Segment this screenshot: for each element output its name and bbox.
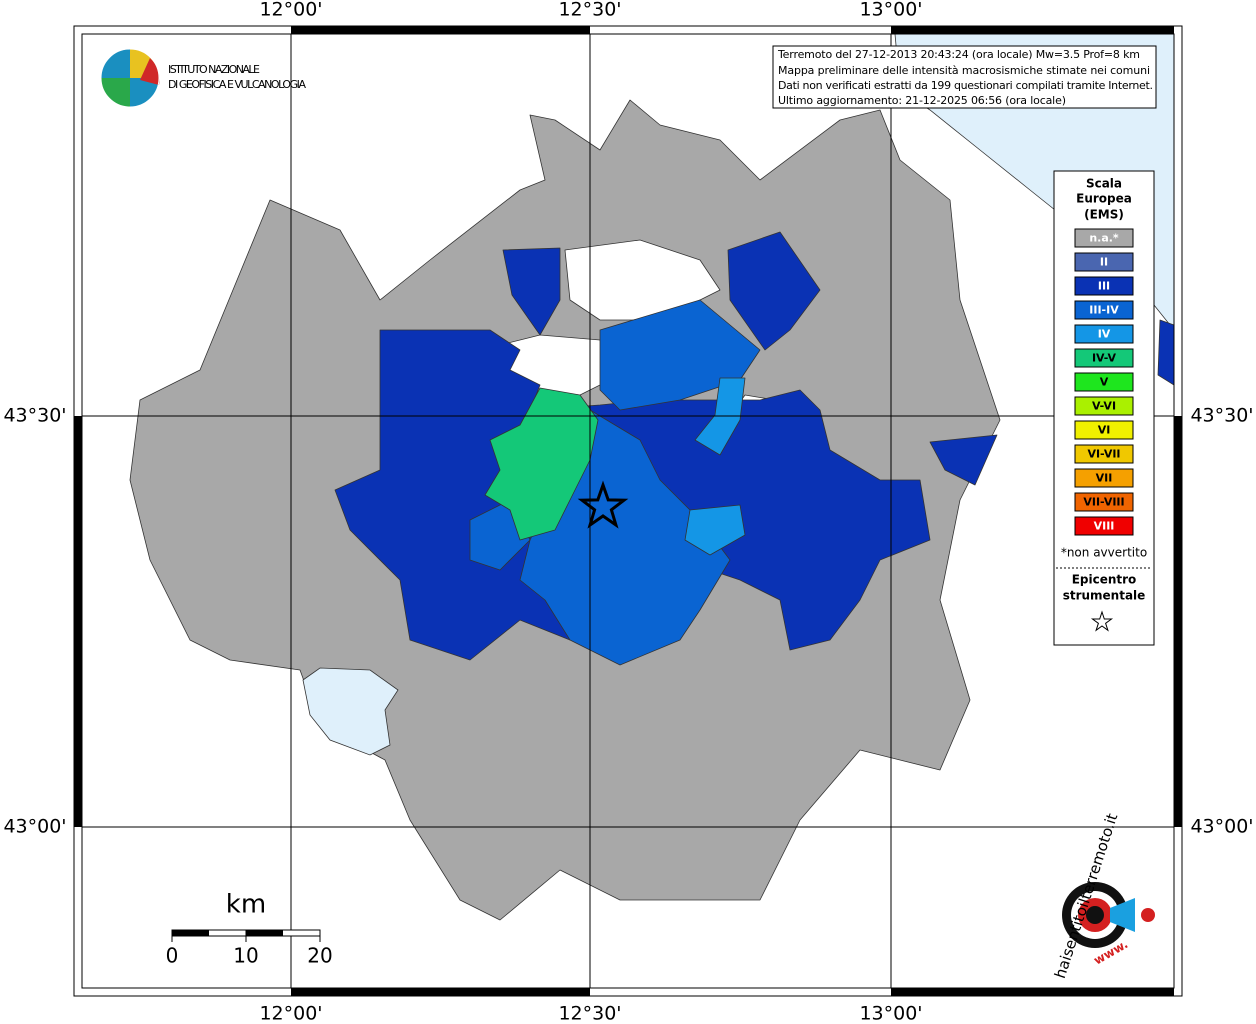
region: [929, 434, 998, 486]
lake: [302, 667, 399, 756]
legend: Scala Europea (EMS) *non avvertito Epice…: [1053, 170, 1155, 646]
ingv-logo: ISTITUTO NAZIONALE DI GEOFISICA E VULCAN…: [100, 48, 306, 108]
info-line: Dati non verificati estratti da 199 ques…: [778, 79, 1153, 92]
lon-label: 13°00': [859, 0, 922, 21]
epicenter-title: strumentale: [1063, 589, 1146, 603]
lat-label: 43°00': [1190, 816, 1253, 838]
legend-swatch: [1074, 516, 1134, 536]
legend-label: IV-V: [1092, 352, 1117, 365]
logo-text: DI GEOFISICA E VULCANOLOGIA: [168, 78, 306, 91]
lon-label: 12°00': [259, 1003, 322, 1024]
region: [727, 231, 821, 351]
legend-label: II: [1100, 256, 1108, 269]
legend-swatch: [1074, 420, 1134, 440]
info-box: Terremoto del 27-12-2013 20:43:24 (ora l…: [772, 45, 1157, 109]
info-line: Terremoto del 27-12-2013 20:43:24 (ora l…: [777, 48, 1140, 61]
region: [1157, 319, 1175, 386]
legend-label: V: [1100, 376, 1109, 389]
legend-title: Scala: [1086, 177, 1122, 191]
legend-note: *non avvertito: [1061, 546, 1147, 560]
epicenter: [577, 480, 629, 529]
legend-label: VII: [1096, 472, 1113, 485]
regions: [129, 99, 1175, 921]
lat-label: 43°30': [3, 405, 66, 427]
scale-unit: km: [226, 890, 266, 920]
legend-label: VI: [1098, 424, 1111, 437]
legend-swatch: [1074, 396, 1134, 416]
legend-title: (EMS): [1084, 208, 1124, 222]
lon-label: 12°30': [558, 0, 621, 21]
graticule: [82, 34, 1174, 988]
legend-label: VI-VII: [1087, 448, 1120, 461]
legend-swatch: [1074, 228, 1134, 248]
legend-swatch: [1074, 444, 1134, 464]
lon-label: 12°00': [259, 0, 322, 21]
region: [484, 387, 599, 541]
lat-label: 43°30': [1190, 405, 1253, 427]
legend-title: Europea: [1076, 192, 1132, 206]
info-line: Mappa preliminare delle intensità macros…: [778, 64, 1150, 77]
legend-swatch: [1074, 348, 1134, 368]
legend-swatch: [1074, 252, 1134, 272]
legend-label: n.a.*: [1089, 232, 1119, 245]
region: [502, 247, 561, 336]
legend-swatch: [1074, 276, 1134, 296]
lat-label: 43°00': [3, 816, 66, 838]
region: [684, 504, 746, 556]
legend-label: IV: [1098, 328, 1111, 341]
scale-label: 0: [166, 944, 179, 968]
legend-swatch: [1074, 300, 1134, 320]
legend-swatch: [1074, 372, 1134, 392]
lon-label: 12°30': [558, 1003, 621, 1024]
scale-label: 10: [233, 944, 258, 968]
lon-label: 13°00': [859, 1003, 922, 1024]
legend-swatch: [1074, 324, 1134, 344]
scale-label: 20: [307, 944, 332, 968]
frame: [73, 25, 1183, 997]
legend-swatch: [1074, 492, 1134, 512]
epicenter-symbol: [1090, 610, 1114, 632]
info-line: Ultimo aggiornamento: 21-12-2025 06:56 (…: [778, 94, 1066, 107]
logo-text: ISTITUTO NAZIONALE: [168, 63, 260, 76]
legend-label: III: [1098, 280, 1110, 293]
legend-label: III-IV: [1089, 304, 1119, 317]
legend-swatch: [1074, 468, 1134, 488]
legend-label: VIII: [1094, 520, 1115, 533]
scale-bar: km 0 10 20: [166, 890, 333, 968]
coordinate-labels: 12°00' 12°30' 13°00' 12°00' 12°30' 13°00…: [3, 0, 1253, 1024]
epicenter-title: Epicentro: [1072, 573, 1137, 587]
legend-label: VII-VIII: [1083, 496, 1124, 509]
legend-label: V-VI: [1092, 400, 1116, 413]
